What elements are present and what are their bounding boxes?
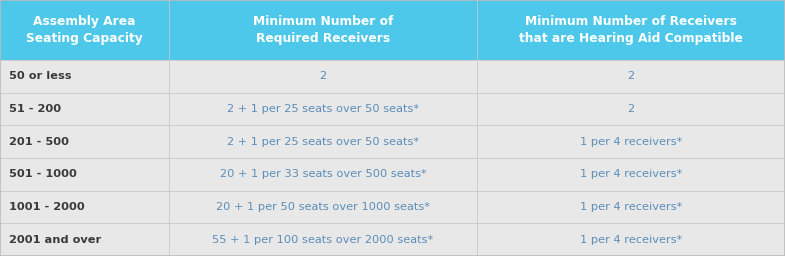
Bar: [169, 93, 477, 125]
Bar: [0, 158, 169, 191]
Text: 2: 2: [627, 71, 635, 81]
Text: 1 per 4 receivers*: 1 per 4 receivers*: [580, 235, 682, 245]
Bar: [169, 60, 477, 93]
Bar: [477, 60, 785, 93]
Text: Assembly Area
Seating Capacity: Assembly Area Seating Capacity: [26, 15, 143, 45]
Text: 20 + 1 per 33 seats over 500 seats*: 20 + 1 per 33 seats over 500 seats*: [220, 169, 426, 179]
Text: 55 + 1 per 100 seats over 2000 seats*: 55 + 1 per 100 seats over 2000 seats*: [213, 235, 433, 245]
Bar: [0, 93, 169, 125]
Text: 501 - 1000: 501 - 1000: [9, 169, 77, 179]
Text: 1 per 4 receivers*: 1 per 4 receivers*: [580, 169, 682, 179]
Bar: [477, 158, 785, 191]
Bar: [0, 60, 169, 93]
Bar: [0, 223, 169, 256]
Text: 201 - 500: 201 - 500: [9, 137, 69, 147]
Bar: [477, 0, 785, 60]
Bar: [0, 0, 169, 60]
Text: 2001 and over: 2001 and over: [9, 235, 102, 245]
Text: 2: 2: [627, 104, 635, 114]
Text: 1 per 4 receivers*: 1 per 4 receivers*: [580, 137, 682, 147]
Text: 50 or less: 50 or less: [9, 71, 72, 81]
Text: 2 + 1 per 25 seats over 50 seats*: 2 + 1 per 25 seats over 50 seats*: [227, 104, 419, 114]
Bar: [169, 0, 477, 60]
Bar: [477, 223, 785, 256]
Text: Minimum Number of Receivers
that are Hearing Aid Compatible: Minimum Number of Receivers that are Hea…: [519, 15, 743, 45]
Text: 2 + 1 per 25 seats over 50 seats*: 2 + 1 per 25 seats over 50 seats*: [227, 137, 419, 147]
Bar: [169, 191, 477, 223]
Text: 51 - 200: 51 - 200: [9, 104, 61, 114]
Bar: [169, 158, 477, 191]
Text: Minimum Number of
Required Receivers: Minimum Number of Required Receivers: [253, 15, 393, 45]
Text: 20 + 1 per 50 seats over 1000 seats*: 20 + 1 per 50 seats over 1000 seats*: [216, 202, 430, 212]
Bar: [0, 191, 169, 223]
Bar: [477, 93, 785, 125]
Bar: [169, 223, 477, 256]
Text: 2: 2: [319, 71, 327, 81]
Bar: [477, 125, 785, 158]
Bar: [169, 125, 477, 158]
Bar: [477, 191, 785, 223]
Text: 1001 - 2000: 1001 - 2000: [9, 202, 85, 212]
Bar: [0, 125, 169, 158]
Text: 1 per 4 receivers*: 1 per 4 receivers*: [580, 202, 682, 212]
